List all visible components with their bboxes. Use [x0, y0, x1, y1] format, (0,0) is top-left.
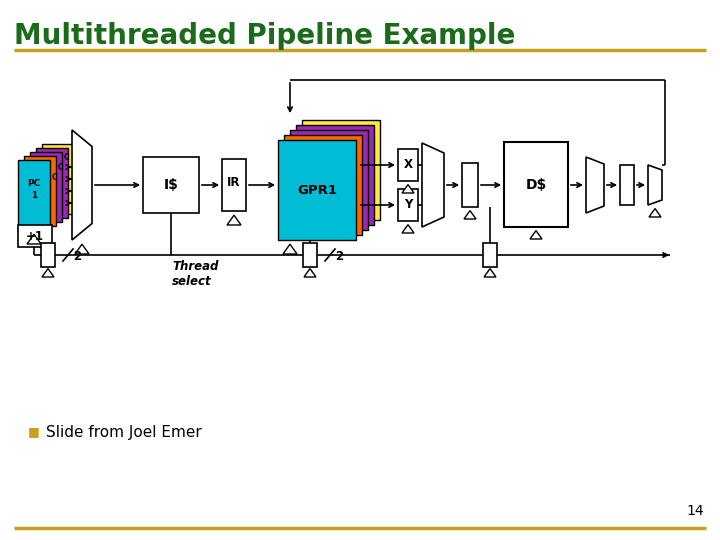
Bar [290, 130, 368, 230]
Bar [18, 160, 50, 230]
Bar [302, 120, 380, 220]
Bar [620, 165, 634, 205]
Text: C: C [57, 164, 63, 172]
Bar [36, 148, 68, 218]
Text: 14: 14 [686, 504, 704, 518]
Text: X: X [403, 159, 413, 172]
Text: IR: IR [228, 177, 240, 190]
Polygon shape [283, 244, 297, 254]
Text: 2: 2 [335, 251, 343, 264]
Text: GPR1: GPR1 [297, 184, 337, 197]
Text: Slide from Joel Emer: Slide from Joel Emer [46, 424, 202, 440]
Polygon shape [402, 185, 414, 193]
Text: I$: I$ [163, 178, 179, 192]
Text: ■: ■ [28, 426, 40, 438]
Bar [30, 152, 62, 222]
Bar [504, 142, 568, 227]
Bar [24, 156, 56, 226]
Text: C: C [63, 153, 69, 163]
Bar [398, 149, 418, 181]
Bar [398, 189, 418, 221]
Bar [284, 135, 362, 235]
Text: Multithreaded Pipeline Example: Multithreaded Pipeline Example [14, 22, 516, 50]
Text: Thread
select: Thread select [172, 260, 218, 288]
Polygon shape [402, 225, 414, 233]
Bar [483, 243, 497, 267]
Polygon shape [648, 165, 662, 205]
Polygon shape [75, 244, 89, 254]
Polygon shape [227, 215, 241, 225]
Polygon shape [530, 231, 542, 239]
Polygon shape [27, 234, 41, 244]
Bar [18, 225, 52, 247]
Polygon shape [42, 268, 54, 277]
Text: Y: Y [404, 199, 412, 212]
Polygon shape [586, 157, 604, 213]
Polygon shape [649, 208, 661, 217]
Text: 2: 2 [73, 251, 81, 264]
Text: +1: +1 [26, 230, 44, 242]
Bar [143, 157, 199, 213]
Polygon shape [72, 130, 92, 240]
Polygon shape [464, 211, 476, 219]
Text: C: C [51, 173, 57, 183]
Text: 1: 1 [31, 192, 37, 200]
Bar [296, 125, 374, 225]
Bar [278, 140, 356, 240]
Polygon shape [484, 268, 496, 277]
Bar [42, 144, 74, 214]
Bar [462, 163, 478, 207]
Bar [303, 243, 317, 267]
Bar [222, 159, 246, 211]
Bar [41, 243, 55, 267]
Text: D$: D$ [526, 178, 546, 192]
Polygon shape [422, 143, 444, 227]
Polygon shape [304, 268, 316, 277]
Text: PC: PC [27, 179, 40, 187]
